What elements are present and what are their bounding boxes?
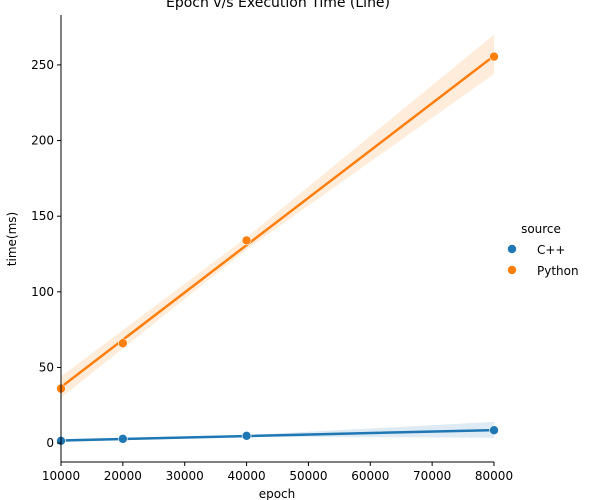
data-point-cpp [489, 425, 499, 436]
x-tick-label: 20000 [104, 469, 142, 483]
y-tick-label: 250 [31, 58, 54, 72]
y-tick-label: 100 [31, 285, 54, 299]
data-point-cpp [241, 431, 252, 441]
y-tick-label: 200 [31, 134, 54, 148]
regression-line-cpp [59, 428, 496, 442]
x-ticks: 10000 20000 30000 40000 50000 60000 70000 80000 [42, 462, 513, 483]
legend: source C++ Python [507, 222, 579, 278]
regression-line-python [59, 54, 496, 389]
data-point-python [118, 338, 128, 349]
y-axis-label: time(ms) [5, 212, 19, 266]
legend-title: source [521, 222, 561, 236]
x-tick-label: 60000 [351, 469, 389, 483]
legend-marker-python [507, 265, 517, 275]
data-point-python [489, 51, 499, 62]
y-tick-label: 50 [39, 360, 54, 374]
chart-title: Epoch v/s Execution Time (Line) [166, 0, 390, 11]
y-tick-label: 0 [46, 436, 54, 450]
confidence-band-python [61, 34, 494, 398]
x-tick-label: 80000 [475, 469, 513, 483]
axes [60, 15, 494, 463]
x-tick-label: 40000 [227, 469, 265, 483]
data-point-cpp [118, 434, 128, 444]
legend-label-python: Python [537, 264, 579, 278]
y-ticks: 0 50 100 150 200 250 [31, 58, 61, 450]
data-point-python [241, 235, 252, 246]
x-axis-label: epoch [259, 487, 296, 500]
x-tick-label: 50000 [289, 469, 327, 483]
plot-area [56, 34, 499, 446]
y-tick-label: 150 [31, 209, 54, 223]
legend-marker-cpp [507, 244, 517, 254]
x-tick-label: 10000 [42, 469, 80, 483]
legend-label-cpp: C++ [537, 243, 566, 257]
x-tick-label: 70000 [413, 469, 451, 483]
x-tick-label: 30000 [166, 469, 204, 483]
